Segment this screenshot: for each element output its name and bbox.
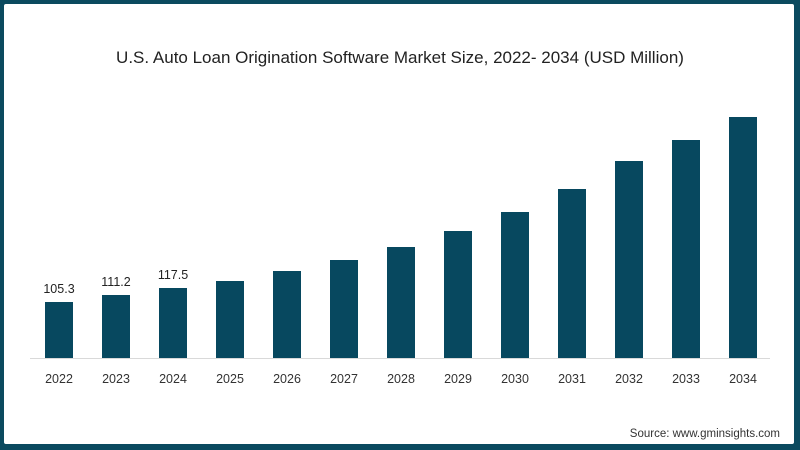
x-tick-label: 2029: [444, 372, 472, 386]
bar-2026: [273, 270, 301, 358]
bar-2027: [330, 259, 358, 358]
data-label: 111.2: [101, 275, 131, 290]
bar-2023: [102, 295, 130, 358]
x-tick-label: 2026: [273, 372, 301, 386]
bar-2030: [501, 211, 529, 358]
x-tick-label: 2024: [159, 372, 187, 386]
bar-2024: [159, 288, 187, 358]
x-tick-label: 2034: [729, 372, 757, 386]
bar-2031: [558, 188, 586, 358]
bar-2032: [615, 160, 643, 358]
bar-2034: [729, 116, 757, 358]
source-credit: Source: www.gminsights.com: [629, 428, 780, 440]
x-tick-label: 2023: [102, 372, 130, 386]
x-tick-label: 2031: [558, 372, 586, 386]
x-tick-label: 2032: [615, 372, 643, 386]
bar-2033: [672, 139, 700, 358]
bar-2028: [387, 246, 415, 358]
data-label: 117.5: [157, 268, 189, 283]
x-tick-label: 2028: [387, 372, 415, 386]
x-tick-label: 2033: [672, 372, 700, 386]
chart-card: [4, 4, 794, 444]
x-tick-label: 2030: [501, 372, 529, 386]
data-label: 105.3: [43, 281, 75, 296]
x-tick-label: 2027: [330, 372, 358, 386]
x-axis-line: [30, 358, 770, 359]
bar-2029: [444, 230, 472, 358]
x-tick-label: 2025: [216, 372, 244, 386]
bar-2022: [45, 301, 73, 358]
bar-2025: [216, 280, 244, 358]
x-tick-label: 2022: [45, 372, 73, 386]
chart-title: U.S. Auto Loan Origination Software Mark…: [116, 48, 684, 67]
